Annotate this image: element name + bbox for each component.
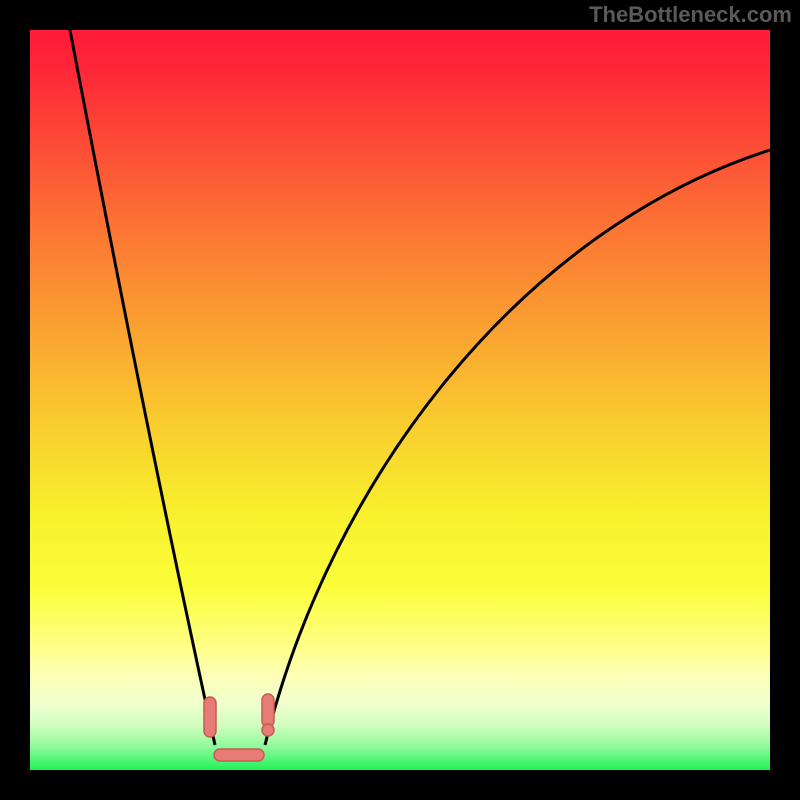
marker-capsule-v: [204, 697, 216, 737]
bottleneck-chart: [0, 0, 800, 800]
marker-dot: [262, 724, 274, 736]
watermark-label: TheBottleneck.com: [589, 2, 792, 28]
marker-capsule-v: [262, 694, 274, 727]
marker-capsule-h: [214, 749, 264, 761]
chart-container: TheBottleneck.com: [0, 0, 800, 800]
